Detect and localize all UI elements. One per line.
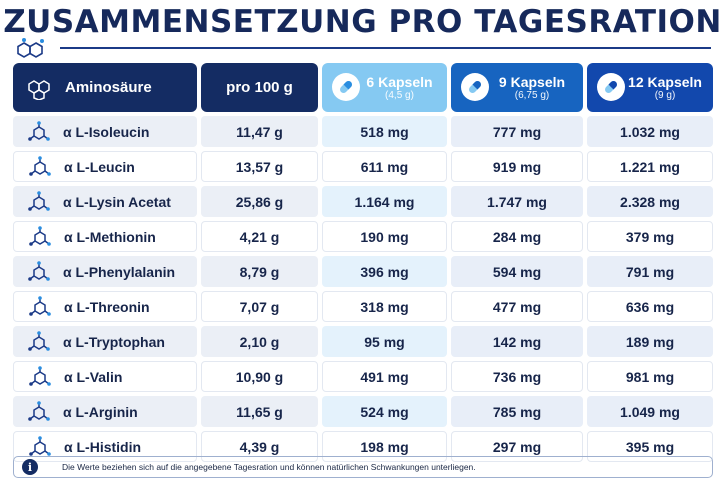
amino-name-cell: α L-Arginin xyxy=(13,396,197,427)
kapseln-6-cell: 95 mg xyxy=(322,326,447,357)
kapseln-12-cell: 791 mg xyxy=(587,256,713,287)
pro-100g-cell: 4,21 g xyxy=(201,221,318,252)
amino-name-cell: α L-Phenylalanin xyxy=(13,256,197,287)
kapseln-12-cell: 636 mg xyxy=(587,291,713,322)
header-amino: Aminosäure xyxy=(13,63,197,112)
amino-name: α L-Histidin xyxy=(64,438,142,455)
molecule-logo-icon xyxy=(17,38,44,58)
header-9-sub: (6,75 g) xyxy=(514,89,550,101)
table-row: α L-Leucin 13,57 g 611 mg 919 mg 1.221 mg xyxy=(13,151,713,182)
pro-100g-cell: 11,65 g xyxy=(201,396,318,427)
amino-name: α L-Lysin Acetat xyxy=(63,193,171,210)
header-6-label: 6 Kapseln xyxy=(366,73,433,90)
kapseln-9-cell: 477 mg xyxy=(451,291,583,322)
kapseln-9-cell: 785 mg xyxy=(451,396,583,427)
molecule-icon xyxy=(28,400,50,421)
amino-name: α L-Valin xyxy=(64,368,123,385)
composition-table: Aminosäure pro 100 g 6 Kapseln (4,5 g) 9 … xyxy=(13,63,713,462)
amino-name-cell: α L-Methionin xyxy=(13,221,197,252)
kapseln-12-cell: 1.049 mg xyxy=(587,396,713,427)
capsule-icon xyxy=(461,73,489,101)
capsule-icon xyxy=(597,73,625,101)
pro-100g-cell: 25,86 g xyxy=(201,186,318,217)
hexagon-molecule-icon xyxy=(28,79,50,100)
header-amino-label: Aminosäure xyxy=(65,79,152,96)
title-rule xyxy=(60,47,711,49)
table-row: α L-Lysin Acetat 25,86 g 1.164 mg 1.747 mg 2… xyxy=(13,186,713,217)
table-row: α L-Arginin 11,65 g 524 mg 785 mg 1.049 mg xyxy=(13,396,713,427)
kapseln-9-cell: 594 mg xyxy=(451,256,583,287)
kapseln-9-cell: 142 mg xyxy=(451,326,583,357)
table-row: α L-Threonin 7,07 g 318 mg 477 mg 636 mg xyxy=(13,291,713,322)
amino-name-cell: α L-Isoleucin xyxy=(13,116,197,147)
kapseln-12-cell: 2.328 mg xyxy=(587,186,713,217)
page-title: ZUSAMMENSETZUNG PRO TAGESRATION xyxy=(3,4,722,40)
kapseln-6-cell: 611 mg xyxy=(322,151,447,182)
kapseln-6-cell: 491 mg xyxy=(322,361,447,392)
molecule-icon xyxy=(29,155,51,176)
kapseln-9-cell: 777 mg xyxy=(451,116,583,147)
kapseln-9-cell: 736 mg xyxy=(451,361,583,392)
molecule-icon xyxy=(29,365,51,386)
pro-100g-cell: 8,79 g xyxy=(201,256,318,287)
molecule-icon xyxy=(29,435,51,456)
kapseln-12-cell: 1.032 mg xyxy=(587,116,713,147)
info-icon: i xyxy=(22,459,38,475)
kapseln-12-cell: 379 mg xyxy=(587,221,713,252)
amino-name: α L-Phenylalanin xyxy=(63,263,176,280)
kapseln-12-cell: 981 mg xyxy=(587,361,713,392)
amino-name-cell: α L-Leucin xyxy=(13,151,197,182)
table-row: α L-Tryptophan 2,10 g 95 mg 142 mg 189 mg xyxy=(13,326,713,357)
table-header: Aminosäure pro 100 g 6 Kapseln (4,5 g) 9 … xyxy=(13,63,713,112)
molecule-icon xyxy=(28,260,50,281)
pro-100g-cell: 13,57 g xyxy=(201,151,318,182)
kapseln-12-cell: 189 mg xyxy=(587,326,713,357)
amino-name: α L-Arginin xyxy=(63,403,138,420)
header-12-kapseln: 12 Kapseln (9 g) xyxy=(587,63,713,112)
pro-100g-cell: 11,47 g xyxy=(201,116,318,147)
info-note-text: Die Werte beziehen sich auf die angegebe… xyxy=(62,462,476,472)
pro-100g-cell: 10,90 g xyxy=(201,361,318,392)
molecule-icon xyxy=(28,190,50,211)
header-12-sub: (9 g) xyxy=(654,89,676,101)
kapseln-6-cell: 518 mg xyxy=(322,116,447,147)
kapseln-6-cell: 190 mg xyxy=(322,221,447,252)
molecule-icon xyxy=(28,120,50,141)
header-9-label: 9 Kapseln xyxy=(498,73,566,90)
amino-name: α L-Tryptophan xyxy=(63,333,165,350)
header-pro: pro 100 g xyxy=(201,63,318,112)
capsule-icon xyxy=(332,73,360,101)
amino-name: α L-Isoleucin xyxy=(63,123,150,140)
table-body: α L-Isoleucin 11,47 g 518 mg 777 mg 1.032 mg… xyxy=(13,116,713,462)
kapseln-9-cell: 1.747 mg xyxy=(451,186,583,217)
molecule-icon xyxy=(28,330,50,351)
table-row: α L-Methionin 4,21 g 190 mg 284 mg 379 mg xyxy=(13,221,713,252)
kapseln-6-cell: 524 mg xyxy=(322,396,447,427)
table-row: α L-Valin 10,90 g 491 mg 736 mg 981 mg xyxy=(13,361,713,392)
pro-100g-cell: 7,07 g xyxy=(201,291,318,322)
amino-name: α L-Threonin xyxy=(64,298,150,315)
header-9-kapseln: 9 Kapseln (6,75 g) xyxy=(451,63,583,112)
kapseln-6-cell: 396 mg xyxy=(322,256,447,287)
header-12-label: 12 Kapseln xyxy=(628,73,702,90)
molecule-icon xyxy=(29,295,51,316)
amino-name: α L-Leucin xyxy=(64,158,135,175)
pro-100g-cell: 2,10 g xyxy=(201,326,318,357)
amino-name-cell: α L-Tryptophan xyxy=(13,326,197,357)
amino-name-cell: α L-Threonin xyxy=(13,291,197,322)
header-6-sub: (4,5 g) xyxy=(385,89,414,101)
kapseln-12-cell: 1.221 mg xyxy=(587,151,713,182)
table-row: α L-Isoleucin 11,47 g 518 mg 777 mg 1.032 mg xyxy=(13,116,713,147)
info-note: i Die Werte beziehen sich auf die angege… xyxy=(13,456,713,478)
kapseln-6-cell: 1.164 mg xyxy=(322,186,447,217)
kapseln-6-cell: 318 mg xyxy=(322,291,447,322)
molecule-icon xyxy=(29,225,51,246)
amino-name-cell: α L-Lysin Acetat xyxy=(13,186,197,217)
amino-name-cell: α L-Valin xyxy=(13,361,197,392)
kapseln-9-cell: 919 mg xyxy=(451,151,583,182)
table-row: α L-Phenylalanin 8,79 g 396 mg 594 mg 791 mg xyxy=(13,256,713,287)
amino-name: α L-Methionin xyxy=(64,228,156,245)
header-6-kapseln: 6 Kapseln (4,5 g) xyxy=(322,63,447,112)
kapseln-9-cell: 284 mg xyxy=(451,221,583,252)
